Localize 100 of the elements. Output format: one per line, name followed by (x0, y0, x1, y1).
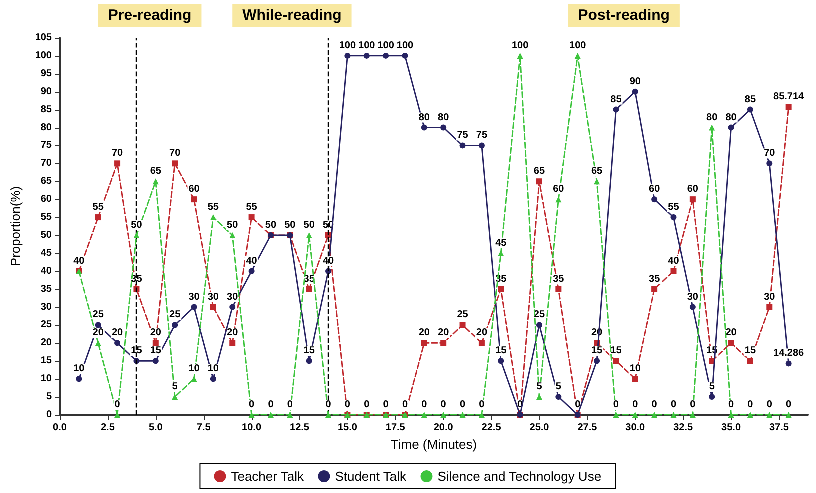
point (95, 340, 102, 346)
data-label: 70 (764, 148, 776, 160)
y-tick-label: 20 (40, 338, 52, 349)
point (766, 304, 773, 310)
point (574, 52, 581, 59)
data-label: 90 (630, 76, 642, 88)
y-tick-label: 25 (40, 320, 52, 331)
point (191, 376, 198, 382)
x-tick-label: 7.5 (196, 422, 212, 434)
point (306, 286, 312, 292)
data-label: 60 (687, 184, 699, 196)
point (728, 340, 734, 346)
x-tick-label: 37.5 (769, 422, 790, 434)
data-label: 20 (726, 328, 738, 339)
point (556, 286, 562, 292)
y-tick-label: 100 (35, 50, 52, 62)
data-label: 45 (496, 238, 508, 249)
y-tick-label: 60 (40, 194, 52, 206)
point (594, 178, 600, 185)
y-tick-label: 10 (40, 374, 52, 385)
x-tick-label: 32.5 (674, 422, 694, 434)
y-tick-label: 90 (40, 86, 52, 98)
data-label: 20 (418, 328, 430, 339)
point (134, 232, 140, 238)
text: Post-reading (578, 7, 670, 24)
y-tick-label: 85 (40, 104, 52, 116)
data-label: 60 (649, 184, 661, 196)
data-label: 0 (613, 400, 620, 410)
point (421, 412, 428, 418)
data-label: 30 (188, 292, 200, 303)
point (766, 412, 773, 418)
data-label: 80 (706, 112, 718, 124)
data-label: 0 (766, 400, 773, 410)
x-tick-label: 0.0 (53, 422, 68, 434)
data-label: 55 (92, 202, 104, 214)
data-label: 0 (786, 400, 792, 410)
data-label: 80 (726, 112, 738, 124)
point (536, 322, 542, 328)
data-label: 100 (570, 40, 587, 52)
x-tick-label: 27.5 (578, 422, 598, 434)
point (172, 322, 178, 328)
x-tick-label: 12.5 (290, 422, 310, 434)
data-label: 35 (649, 274, 661, 285)
point (230, 340, 236, 346)
data-label: 65 (591, 166, 604, 178)
point (747, 358, 754, 364)
data-label: 0 (670, 400, 677, 410)
data-label: 75 (476, 130, 488, 142)
point (632, 376, 638, 382)
y-tick-label: 50 (40, 230, 52, 241)
point (728, 124, 734, 131)
y-tick-label: 45 (40, 248, 52, 259)
point (191, 196, 198, 203)
y-tick-label: 55 (40, 212, 52, 224)
point (383, 52, 390, 59)
point (460, 142, 466, 149)
data-label: 80 (438, 112, 450, 124)
point (114, 340, 121, 346)
point (652, 196, 658, 203)
point (421, 340, 428, 346)
point (248, 214, 255, 221)
data-label: 65 (150, 166, 162, 178)
data-label: 50 (131, 220, 143, 231)
point (594, 358, 600, 364)
point (152, 178, 159, 185)
point (690, 196, 696, 203)
data-label: 10 (74, 364, 86, 375)
data-label: 70 (112, 148, 124, 160)
data-label: 20 (92, 328, 104, 339)
y-tick-label: 95 (40, 68, 52, 80)
point (95, 322, 102, 328)
point (364, 52, 370, 59)
y-tick-label: 35 (40, 284, 52, 295)
point (670, 214, 677, 221)
x-tick-label: 5.0 (148, 422, 164, 434)
data-label: 35 (553, 274, 565, 285)
point (670, 268, 677, 274)
text: Pre-reading (108, 7, 192, 24)
data-label: 15 (591, 346, 604, 357)
data-label: 0 (249, 400, 256, 410)
x-axis-title: Time (Minutes) (390, 436, 478, 452)
data-label: 80 (418, 112, 430, 124)
data-label: 100 (396, 40, 414, 52)
data-label: 0 (287, 400, 294, 410)
data-label: 30 (687, 292, 699, 303)
data-label: 15 (150, 346, 162, 357)
data-label: 5 (172, 382, 178, 393)
data-label: 50 (227, 220, 239, 231)
data-label: 0 (440, 400, 447, 410)
data-label: 10 (208, 364, 220, 375)
legend-label: Teacher Talk (231, 469, 304, 484)
y-tick-label: 80 (40, 122, 52, 134)
y-tick-label: 70 (40, 158, 52, 170)
data-label: 14.286 (774, 348, 805, 360)
data-label: 50 (265, 220, 277, 231)
point (76, 376, 82, 382)
data-label: 20 (112, 328, 124, 339)
data-label: 0 (748, 400, 754, 410)
data-label: 20 (476, 328, 488, 339)
point (306, 358, 312, 364)
